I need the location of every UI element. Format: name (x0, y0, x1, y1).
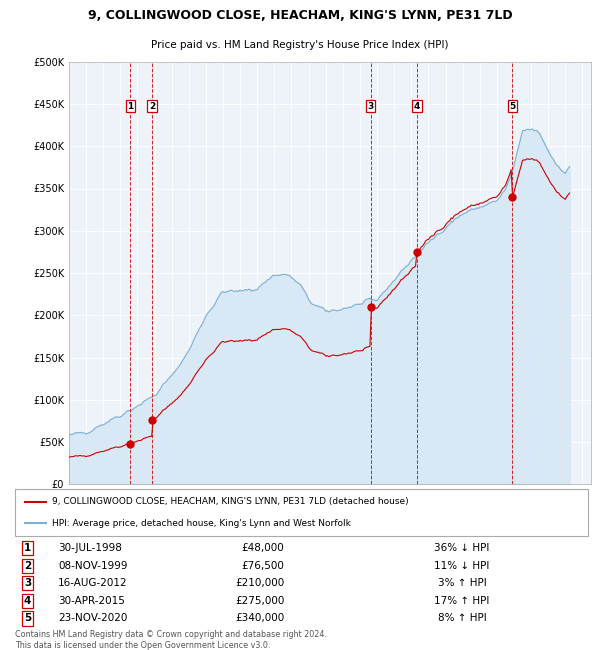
Text: 17% ↑ HPI: 17% ↑ HPI (434, 596, 490, 606)
Text: 08-NOV-1999: 08-NOV-1999 (58, 561, 127, 571)
Point (412, 246, 422, 257)
Text: 23-NOV-2020: 23-NOV-2020 (58, 614, 127, 623)
Text: 2: 2 (24, 561, 31, 571)
Text: 9, COLLINGWOOD CLOSE, HEACHAM, KING'S LYNN, PE31 7LD (detached house): 9, COLLINGWOOD CLOSE, HEACHAM, KING'S LY… (52, 497, 409, 506)
Point (508, 192, 517, 202)
Text: 9, COLLINGWOOD CLOSE, HEACHAM, KING'S LYNN, PE31 7LD: 9, COLLINGWOOD CLOSE, HEACHAM, KING'S LY… (88, 9, 512, 22)
Text: 5: 5 (24, 614, 31, 623)
Text: 3% ↑ HPI: 3% ↑ HPI (437, 578, 487, 588)
Point (366, 302, 376, 312)
Text: Contains HM Land Registry data © Crown copyright and database right 2024.
This d: Contains HM Land Registry data © Crown c… (15, 630, 327, 649)
Text: 1: 1 (127, 101, 133, 111)
Text: 8% ↑ HPI: 8% ↑ HPI (437, 614, 487, 623)
Text: 1: 1 (24, 543, 31, 553)
Text: £76,500: £76,500 (241, 561, 284, 571)
Text: 3: 3 (24, 578, 31, 588)
Point (148, 415, 157, 425)
Text: 4: 4 (414, 101, 420, 111)
Point (125, 439, 135, 449)
Text: 11% ↓ HPI: 11% ↓ HPI (434, 561, 490, 571)
Text: 2: 2 (149, 101, 155, 111)
Text: £340,000: £340,000 (235, 614, 284, 623)
Text: 4: 4 (24, 596, 31, 606)
Text: £210,000: £210,000 (235, 578, 284, 588)
Text: £275,000: £275,000 (235, 596, 284, 606)
Text: 3: 3 (367, 101, 374, 111)
Text: 16-AUG-2012: 16-AUG-2012 (58, 578, 128, 588)
Text: £48,000: £48,000 (242, 543, 284, 553)
Text: 5: 5 (509, 101, 515, 111)
Text: 36% ↓ HPI: 36% ↓ HPI (434, 543, 490, 553)
Text: Price paid vs. HM Land Registry's House Price Index (HPI): Price paid vs. HM Land Registry's House … (151, 40, 449, 50)
Text: 30-JUL-1998: 30-JUL-1998 (58, 543, 122, 553)
Text: HPI: Average price, detached house, King's Lynn and West Norfolk: HPI: Average price, detached house, King… (52, 519, 351, 528)
Text: 30-APR-2015: 30-APR-2015 (58, 596, 125, 606)
